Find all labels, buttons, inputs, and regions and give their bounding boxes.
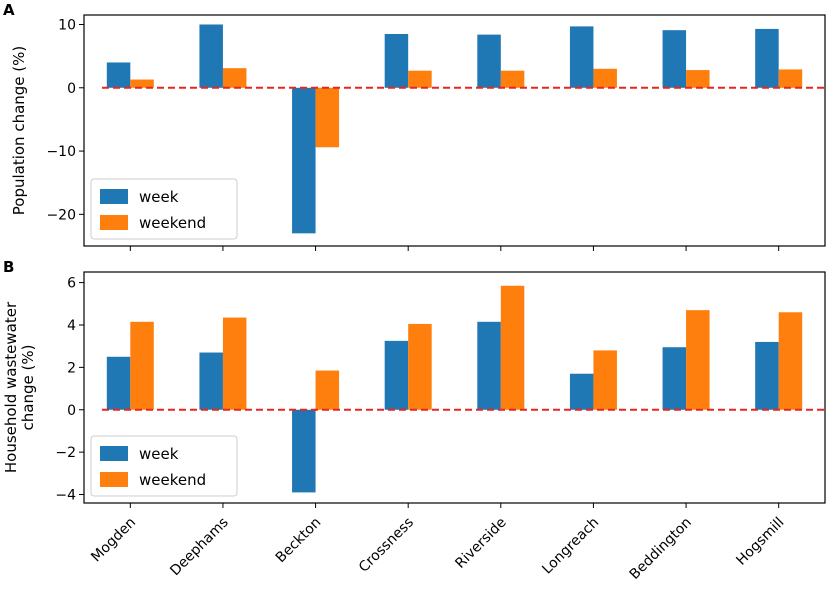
panel-a-legend-label-week: week bbox=[139, 188, 179, 206]
panel-a-legend: week weekend bbox=[90, 178, 238, 240]
x-category-label-mogden: Mogden bbox=[88, 515, 139, 566]
panel-b-legend-swatch-weekend bbox=[100, 472, 128, 487]
bar-week-deephams bbox=[199, 24, 223, 88]
y-tick-label: 0 bbox=[67, 81, 76, 97]
y-tick-label: 0 bbox=[67, 403, 76, 419]
bar-weekend-longreach bbox=[593, 68, 617, 88]
bar-week-mogden bbox=[106, 62, 131, 88]
bar-weekend-hogsmill bbox=[778, 312, 803, 410]
x-category-label-beckton: Beckton bbox=[273, 515, 325, 567]
bar-weekend-crossness bbox=[408, 70, 432, 88]
panel-b-legend: week weekend bbox=[90, 435, 238, 497]
x-category-label-longreach: Longreach bbox=[539, 515, 602, 578]
bar-weekend-deephams bbox=[222, 317, 247, 410]
bar-week-beddington bbox=[662, 30, 687, 88]
bar-week-beckton bbox=[292, 87, 316, 234]
panel-b-frame bbox=[83, 271, 826, 504]
bar-weekend-beddington bbox=[686, 310, 710, 410]
panel-a-legend-swatch-week bbox=[100, 189, 128, 204]
panel-a-legend-label-weekend: weekend bbox=[139, 214, 206, 232]
y-axis-label-line: Household wastewater bbox=[2, 301, 20, 473]
bar-weekend-longreach bbox=[593, 350, 617, 410]
bar-weekend-riverside bbox=[500, 70, 525, 88]
panel-a-y-ticks: 10 0 −10 −20 bbox=[46, 17, 84, 223]
bar-week-crossness bbox=[384, 340, 409, 410]
panel-b-legend-swatch-week bbox=[100, 446, 128, 461]
y-axis-label-line: Population change (%) bbox=[10, 46, 28, 216]
bar-week-hogsmill bbox=[755, 28, 779, 88]
bar-weekend-beckton bbox=[315, 87, 340, 148]
bar-week-riverside bbox=[477, 34, 501, 88]
bar-week-hogsmill bbox=[755, 341, 779, 410]
bar-weekend-riverside bbox=[500, 285, 525, 410]
y-tick-label: −10 bbox=[46, 144, 76, 160]
panel-a-y-axis-label: Population change (%) bbox=[10, 46, 28, 216]
bar-week-riverside bbox=[477, 321, 501, 410]
y-tick-label: −2 bbox=[55, 445, 76, 461]
x-category-label-crossness: Crossness bbox=[356, 515, 417, 576]
panel-a-letter: A bbox=[3, 1, 15, 19]
y-tick-label: 6 bbox=[67, 276, 76, 292]
bar-week-deephams bbox=[199, 352, 223, 410]
bar-week-beddington bbox=[662, 347, 687, 410]
panel-b-legend-label-weekend: weekend bbox=[139, 471, 206, 489]
x-axis-category-labels: Mogden Deephams Beckton Crossness Riverside L… bbox=[88, 515, 787, 583]
bar-weekend-deephams bbox=[222, 68, 247, 88]
bar-weekend-beckton bbox=[315, 370, 340, 410]
bar-week-beckton bbox=[292, 409, 316, 493]
panel-a-legend-swatch-weekend bbox=[100, 215, 128, 230]
bar-week-longreach bbox=[569, 373, 594, 410]
bar-weekend-mogden bbox=[130, 79, 154, 88]
x-category-label-riverside: Riverside bbox=[452, 515, 509, 572]
bar-weekend-mogden bbox=[130, 321, 154, 410]
bar-weekend-hogsmill bbox=[778, 69, 803, 88]
y-tick-label: 10 bbox=[58, 17, 76, 33]
y-tick-label: 4 bbox=[67, 318, 76, 334]
x-category-label-hogsmill: Hogsmill bbox=[733, 515, 787, 569]
panel-a: A Population change (%) 10 0 −10 −20 week w… bbox=[3, 1, 826, 251]
x-category-label-deephams: Deephams bbox=[167, 515, 232, 580]
bar-week-crossness bbox=[384, 33, 409, 88]
panel-b-bars bbox=[106, 285, 803, 508]
y-tick-label: 2 bbox=[67, 360, 76, 376]
bar-weekend-beddington bbox=[686, 70, 710, 88]
panel-b-letter: B bbox=[3, 258, 14, 276]
panel-b: B Household wastewater change (%) 6 4 2 0 −2 −… bbox=[2, 258, 826, 508]
y-tick-label: −20 bbox=[46, 207, 76, 223]
panel-b-y-ticks: 6 4 2 0 −2 −4 bbox=[55, 276, 84, 504]
panel-b-y-axis-label: Household wastewater change (%) bbox=[2, 301, 37, 473]
panel-b-legend-label-week: week bbox=[139, 445, 179, 463]
bar-weekend-crossness bbox=[408, 323, 432, 410]
y-tick-label: −4 bbox=[55, 488, 76, 504]
bar-week-longreach bbox=[569, 26, 594, 88]
x-category-label-beddington: Beddington bbox=[627, 515, 695, 583]
bar-week-mogden bbox=[106, 356, 131, 410]
y-axis-label-line: change (%) bbox=[19, 345, 37, 431]
panel-a-bars bbox=[106, 24, 803, 251]
panel-a-frame bbox=[83, 14, 826, 247]
